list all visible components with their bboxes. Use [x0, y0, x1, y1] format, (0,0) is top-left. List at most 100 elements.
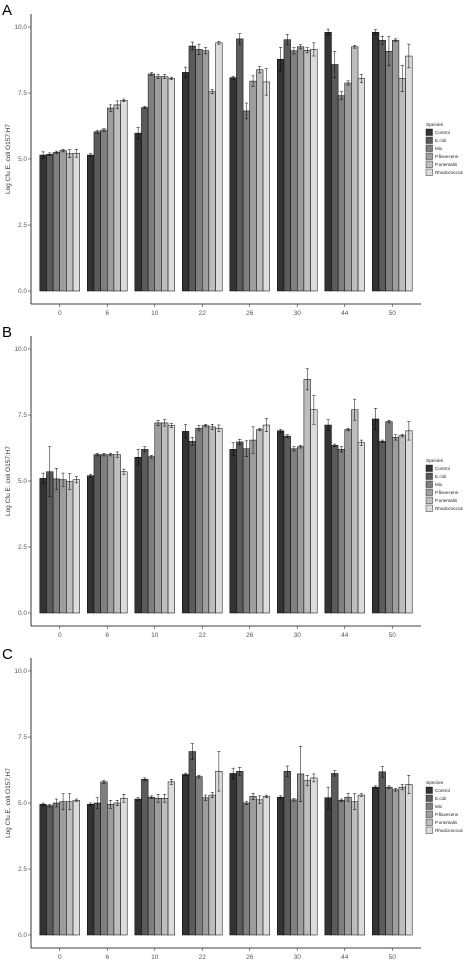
panel-label: B — [2, 324, 12, 341]
bar-control — [182, 72, 190, 292]
error-bar — [108, 104, 113, 112]
bar-control — [372, 786, 380, 936]
bar-porientalis — [256, 69, 264, 292]
error-bar — [292, 798, 296, 802]
bar-control — [372, 32, 380, 292]
bar-mix — [385, 421, 393, 614]
bar-control — [87, 154, 95, 292]
error-bar — [143, 105, 147, 110]
bar-rhodococcus — [215, 42, 223, 292]
legend-swatch — [425, 496, 433, 504]
error-bar — [197, 775, 201, 779]
error-bar — [359, 439, 363, 446]
error-bar — [380, 35, 384, 45]
legend-swatch — [425, 472, 433, 480]
bar-porientalis — [66, 801, 74, 936]
error-bar — [108, 453, 113, 457]
error-bar — [89, 474, 93, 478]
bar-ecoli — [378, 771, 386, 936]
legend-swatch — [425, 818, 433, 826]
error-bar — [61, 793, 65, 810]
error-bar — [54, 468, 59, 490]
bar-control — [39, 478, 47, 614]
bar-control — [324, 424, 332, 614]
legend-swatch — [425, 464, 433, 472]
bar-mix — [100, 454, 108, 614]
error-bar — [387, 785, 391, 789]
bar-porientalis — [303, 49, 311, 292]
bar-ecoli — [283, 435, 291, 614]
error-bar — [312, 42, 316, 57]
legend-swatch — [425, 794, 433, 802]
bar-rhodococcus — [72, 800, 80, 936]
error-bar — [143, 777, 147, 781]
error-bar — [163, 74, 167, 79]
error-bar — [89, 153, 93, 157]
error-bar — [149, 455, 154, 459]
bar-porientalis — [161, 797, 169, 936]
error-bar — [407, 421, 411, 441]
bar-rhodococcus — [120, 797, 128, 936]
bar-ecoli — [46, 153, 54, 292]
bar-mix — [242, 448, 251, 614]
bar-porientalis — [256, 429, 264, 614]
error-bar — [41, 802, 45, 806]
legend-label: Mix — [435, 146, 443, 151]
error-bar — [279, 795, 283, 799]
bar-pflavecens — [392, 39, 400, 292]
x-tick-label: 26 — [246, 954, 254, 961]
x-tick-label: 0 — [58, 632, 62, 639]
y-tick-label: 2.5 — [18, 544, 27, 551]
bar-control — [182, 774, 190, 936]
bar-pflavecens — [107, 454, 115, 614]
bar-rhodococcus — [310, 777, 318, 936]
error-bar — [400, 434, 404, 438]
bar-pflavecens — [344, 82, 352, 292]
bar-pflavecens — [392, 789, 400, 936]
bar-porientalis — [351, 46, 359, 292]
bar-pflavecens — [249, 796, 257, 936]
y-tick-label: 2.5 — [18, 222, 27, 229]
bar-control — [134, 798, 142, 936]
legend-label: Control — [435, 788, 450, 793]
error-bar — [122, 794, 126, 803]
error-bar — [285, 765, 289, 777]
bar-control — [87, 804, 95, 936]
bar-porientalis — [208, 91, 216, 292]
y-tick-label: 7.5 — [18, 412, 27, 419]
bar-mix — [290, 448, 298, 614]
error-bar — [163, 794, 167, 803]
error-bar — [115, 451, 119, 458]
bar-rhodococcus — [405, 55, 413, 292]
error-bar — [238, 33, 242, 45]
error-bar — [407, 43, 411, 69]
bar-control — [277, 430, 285, 614]
error-bar — [359, 74, 363, 83]
error-bar — [136, 127, 140, 140]
error-bar — [238, 767, 242, 776]
x-tick-label: 10 — [151, 954, 159, 961]
bar-pflavecens — [344, 429, 352, 614]
error-bar — [102, 128, 106, 132]
error-bar — [374, 408, 378, 430]
error-bar — [393, 788, 398, 792]
bar-pflavecens — [249, 439, 257, 614]
error-bar — [184, 772, 188, 777]
legend-label: Rhodococcus — [435, 506, 464, 511]
error-bar — [231, 76, 235, 80]
bar-pflavecens — [59, 150, 67, 292]
error-bar — [95, 797, 99, 809]
bar-ecoli — [188, 441, 196, 614]
x-tick-label: 22 — [199, 310, 207, 317]
bar-mix — [290, 799, 298, 936]
error-bar — [292, 47, 296, 55]
error-bar — [203, 47, 208, 55]
error-bar — [339, 91, 344, 100]
bar-rhodococcus — [120, 100, 128, 292]
bar-rhodococcus — [310, 409, 318, 614]
legend-label: P.flavecens — [435, 154, 459, 159]
bar-porientalis — [161, 76, 169, 292]
x-tick-label: 30 — [294, 954, 302, 961]
legend-swatch — [425, 826, 433, 834]
error-bar — [203, 423, 208, 428]
